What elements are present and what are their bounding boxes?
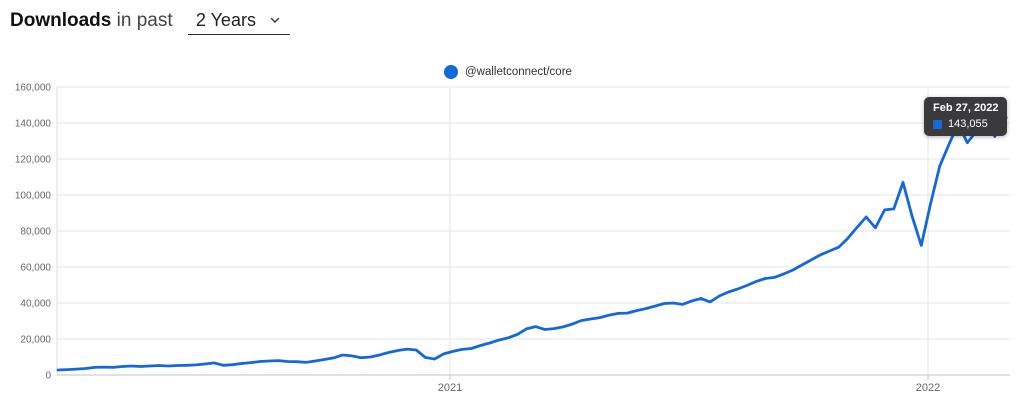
page-title: Downloads in past 2 Years	[10, 8, 290, 35]
legend-dot-icon	[444, 65, 458, 79]
range-dropdown-value: 2 Years	[195, 10, 256, 30]
y-tick-label: 120,000	[15, 155, 52, 166]
y-tick-label: 60,000	[20, 263, 51, 274]
tooltip-series-row: 143,055	[933, 118, 998, 130]
downloads-line[interactable]	[56, 116, 1006, 372]
range-dropdown[interactable]: 2 Years	[187, 8, 290, 35]
chevron-down-icon	[270, 8, 280, 29]
legend-label: @walletconnect/core	[465, 66, 572, 78]
page-title-downloads: Downloads	[10, 10, 112, 31]
y-tick-label: 80,000	[20, 227, 51, 238]
page-title-in-past: in past	[116, 10, 173, 31]
tooltip-date: Feb 27, 2022	[933, 102, 999, 114]
hover-tooltip: Feb 27, 2022 143,055	[924, 97, 1008, 136]
y-tick-label: 100,000	[15, 191, 52, 202]
y-tick-label: 40,000	[20, 299, 51, 310]
tooltip-series-swatch-icon	[933, 119, 942, 129]
y-tick-label: 160,000	[15, 83, 52, 94]
tooltip-value: 143,055	[948, 118, 988, 130]
y-tick-label: 0	[45, 371, 51, 382]
legend-item-walletconnect-core[interactable]: @walletconnect/core	[444, 65, 572, 79]
y-tick-label: 20,000	[20, 335, 51, 346]
y-tick-label: 140,000	[15, 119, 52, 130]
x-tick-label: 2021	[438, 382, 462, 394]
x-tick-label: 2022	[916, 382, 940, 394]
